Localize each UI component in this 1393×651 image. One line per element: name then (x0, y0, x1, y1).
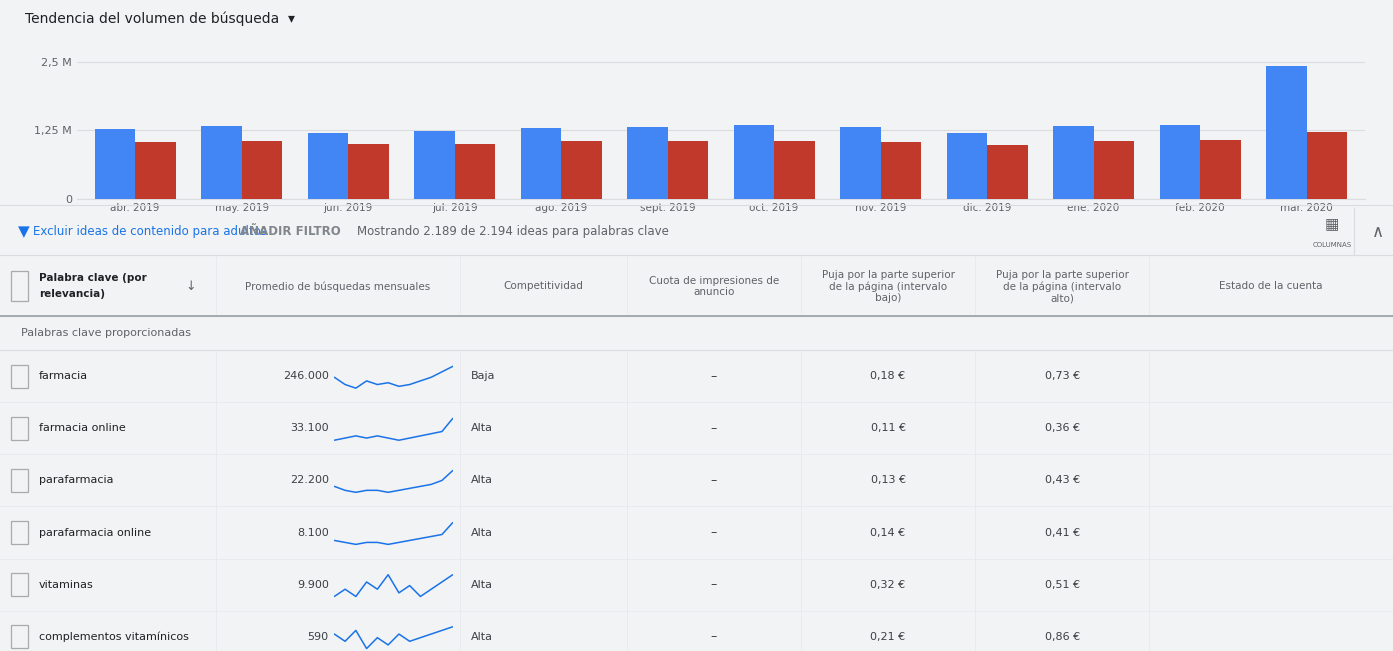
Bar (135, 142, 176, 199)
Text: Palabra clave (por: Palabra clave (por (39, 273, 146, 283)
Text: Alta: Alta (471, 527, 493, 538)
Text: –: – (710, 630, 717, 643)
Bar (947, 133, 988, 199)
Text: ∧: ∧ (1372, 223, 1383, 241)
Text: Baja: Baja (471, 371, 496, 381)
Text: –: – (710, 526, 717, 539)
Text: 9.900: 9.900 (297, 579, 329, 590)
Text: 0,36 €: 0,36 € (1045, 423, 1080, 434)
Bar (348, 144, 389, 199)
Text: 0,11 €: 0,11 € (871, 423, 905, 434)
Text: farmacia: farmacia (39, 371, 88, 381)
Bar (521, 128, 561, 199)
Text: Competitividad: Competitividad (503, 281, 584, 292)
Text: ↓: ↓ (185, 280, 196, 293)
Text: Excluir ideas de contenido para adultos: Excluir ideas de contenido para adultos (33, 225, 267, 238)
Text: relevancia): relevancia) (39, 290, 104, 299)
Text: AÑADIR FILTRO: AÑADIR FILTRO (240, 225, 340, 238)
Text: 22.200: 22.200 (290, 475, 329, 486)
Text: parafarmacia online: parafarmacia online (39, 527, 150, 538)
Bar (840, 127, 880, 199)
Text: 0,51 €: 0,51 € (1045, 579, 1080, 590)
Text: 8.100: 8.100 (297, 527, 329, 538)
Text: –: – (710, 370, 717, 383)
Bar (988, 145, 1028, 199)
Bar (880, 142, 921, 199)
Text: 590: 590 (308, 631, 329, 642)
Bar (11, 573, 28, 596)
Text: –: – (710, 474, 717, 487)
Text: Promedio de búsquedas mensuales: Promedio de búsquedas mensuales (245, 281, 430, 292)
Text: Alta: Alta (471, 475, 493, 486)
Text: 246.000: 246.000 (283, 371, 329, 381)
Text: 0,18 €: 0,18 € (871, 371, 905, 381)
Bar (734, 124, 775, 199)
Bar (201, 126, 241, 199)
Bar (95, 129, 135, 199)
Text: Alta: Alta (471, 423, 493, 434)
Bar (1201, 140, 1241, 199)
Text: 0,43 €: 0,43 € (1045, 475, 1080, 486)
Text: –: – (710, 578, 717, 591)
Text: Puja por la parte superior
de la página (intervalo
bajo): Puja por la parte superior de la página … (822, 270, 954, 303)
Text: Cuota de impresiones de
anuncio: Cuota de impresiones de anuncio (649, 275, 779, 298)
Text: –: – (710, 422, 717, 435)
Text: Mostrando 2.189 de 2.194 ideas para palabras clave: Mostrando 2.189 de 2.194 ideas para pala… (357, 225, 669, 238)
Bar (1053, 126, 1094, 199)
Bar (11, 469, 28, 492)
Bar (1307, 132, 1347, 199)
Bar (1266, 66, 1307, 199)
Text: 0,21 €: 0,21 € (871, 631, 905, 642)
Text: ▼: ▼ (18, 224, 29, 240)
Text: vitaminas: vitaminas (39, 579, 93, 590)
Text: complementos vitamínicos: complementos vitamínicos (39, 631, 189, 642)
Bar (11, 365, 28, 388)
Text: Alta: Alta (471, 631, 493, 642)
Text: parafarmacia: parafarmacia (39, 475, 113, 486)
Bar (241, 141, 283, 199)
Bar (561, 141, 602, 199)
Bar (667, 141, 708, 199)
Bar (775, 141, 815, 199)
Text: Alta: Alta (471, 579, 493, 590)
Text: COLUMNAS: COLUMNAS (1312, 242, 1351, 248)
Text: farmacia online: farmacia online (39, 423, 125, 434)
Text: 33.100: 33.100 (290, 423, 329, 434)
Text: Estado de la cuenta: Estado de la cuenta (1219, 281, 1323, 292)
Text: Puja por la parte superior
de la página (intervalo
alto): Puja por la parte superior de la página … (996, 270, 1128, 303)
Bar (627, 127, 667, 199)
Text: Tendencia del volumen de búsqueda  ▾: Tendencia del volumen de búsqueda ▾ (25, 12, 295, 26)
Text: 0,73 €: 0,73 € (1045, 371, 1080, 381)
Bar (1159, 125, 1201, 199)
Text: ▦: ▦ (1325, 217, 1339, 232)
Text: 0,13 €: 0,13 € (871, 475, 905, 486)
Text: 0,14 €: 0,14 € (871, 527, 905, 538)
Text: 0,86 €: 0,86 € (1045, 631, 1080, 642)
Bar (11, 521, 28, 544)
Bar (11, 417, 28, 440)
Bar (454, 144, 495, 199)
Text: 0,41 €: 0,41 € (1045, 527, 1080, 538)
Bar (308, 133, 348, 199)
Bar (1094, 141, 1134, 199)
Bar (11, 625, 28, 648)
Bar (11, 271, 28, 301)
Text: 0,32 €: 0,32 € (871, 579, 905, 590)
Bar (414, 131, 454, 199)
Text: Palabras clave proporcionadas: Palabras clave proporcionadas (21, 328, 191, 339)
